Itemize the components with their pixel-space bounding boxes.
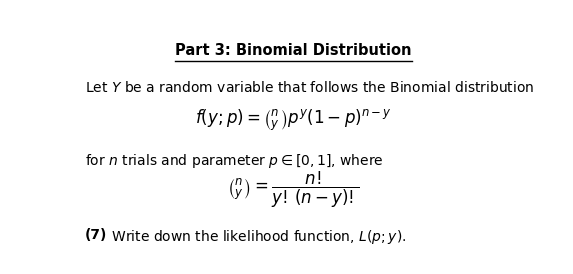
Text: Write down the likelihood function, $L(p; y)$.: Write down the likelihood function, $L(p…	[107, 228, 407, 246]
Text: $\binom{n}{y} = \dfrac{n!}{y!\,(n-y)!}$: $\binom{n}{y} = \dfrac{n!}{y!\,(n-y)!}$	[227, 170, 360, 210]
Text: Let $Y$ be a random variable that follows the Binomial distribution: Let $Y$ be a random variable that follow…	[85, 80, 534, 95]
Text: (7): (7)	[85, 228, 107, 242]
Text: Part 3: Binomial Distribution: Part 3: Binomial Distribution	[175, 44, 412, 58]
Text: $f(y; p) = \binom{n}{y} p^y (1-p)^{n-y}$: $f(y; p) = \binom{n}{y} p^y (1-p)^{n-y}$	[195, 107, 392, 133]
Text: for $n$ trials and parameter $p \in [0,1]$, where: for $n$ trials and parameter $p \in [0,1…	[85, 152, 384, 170]
